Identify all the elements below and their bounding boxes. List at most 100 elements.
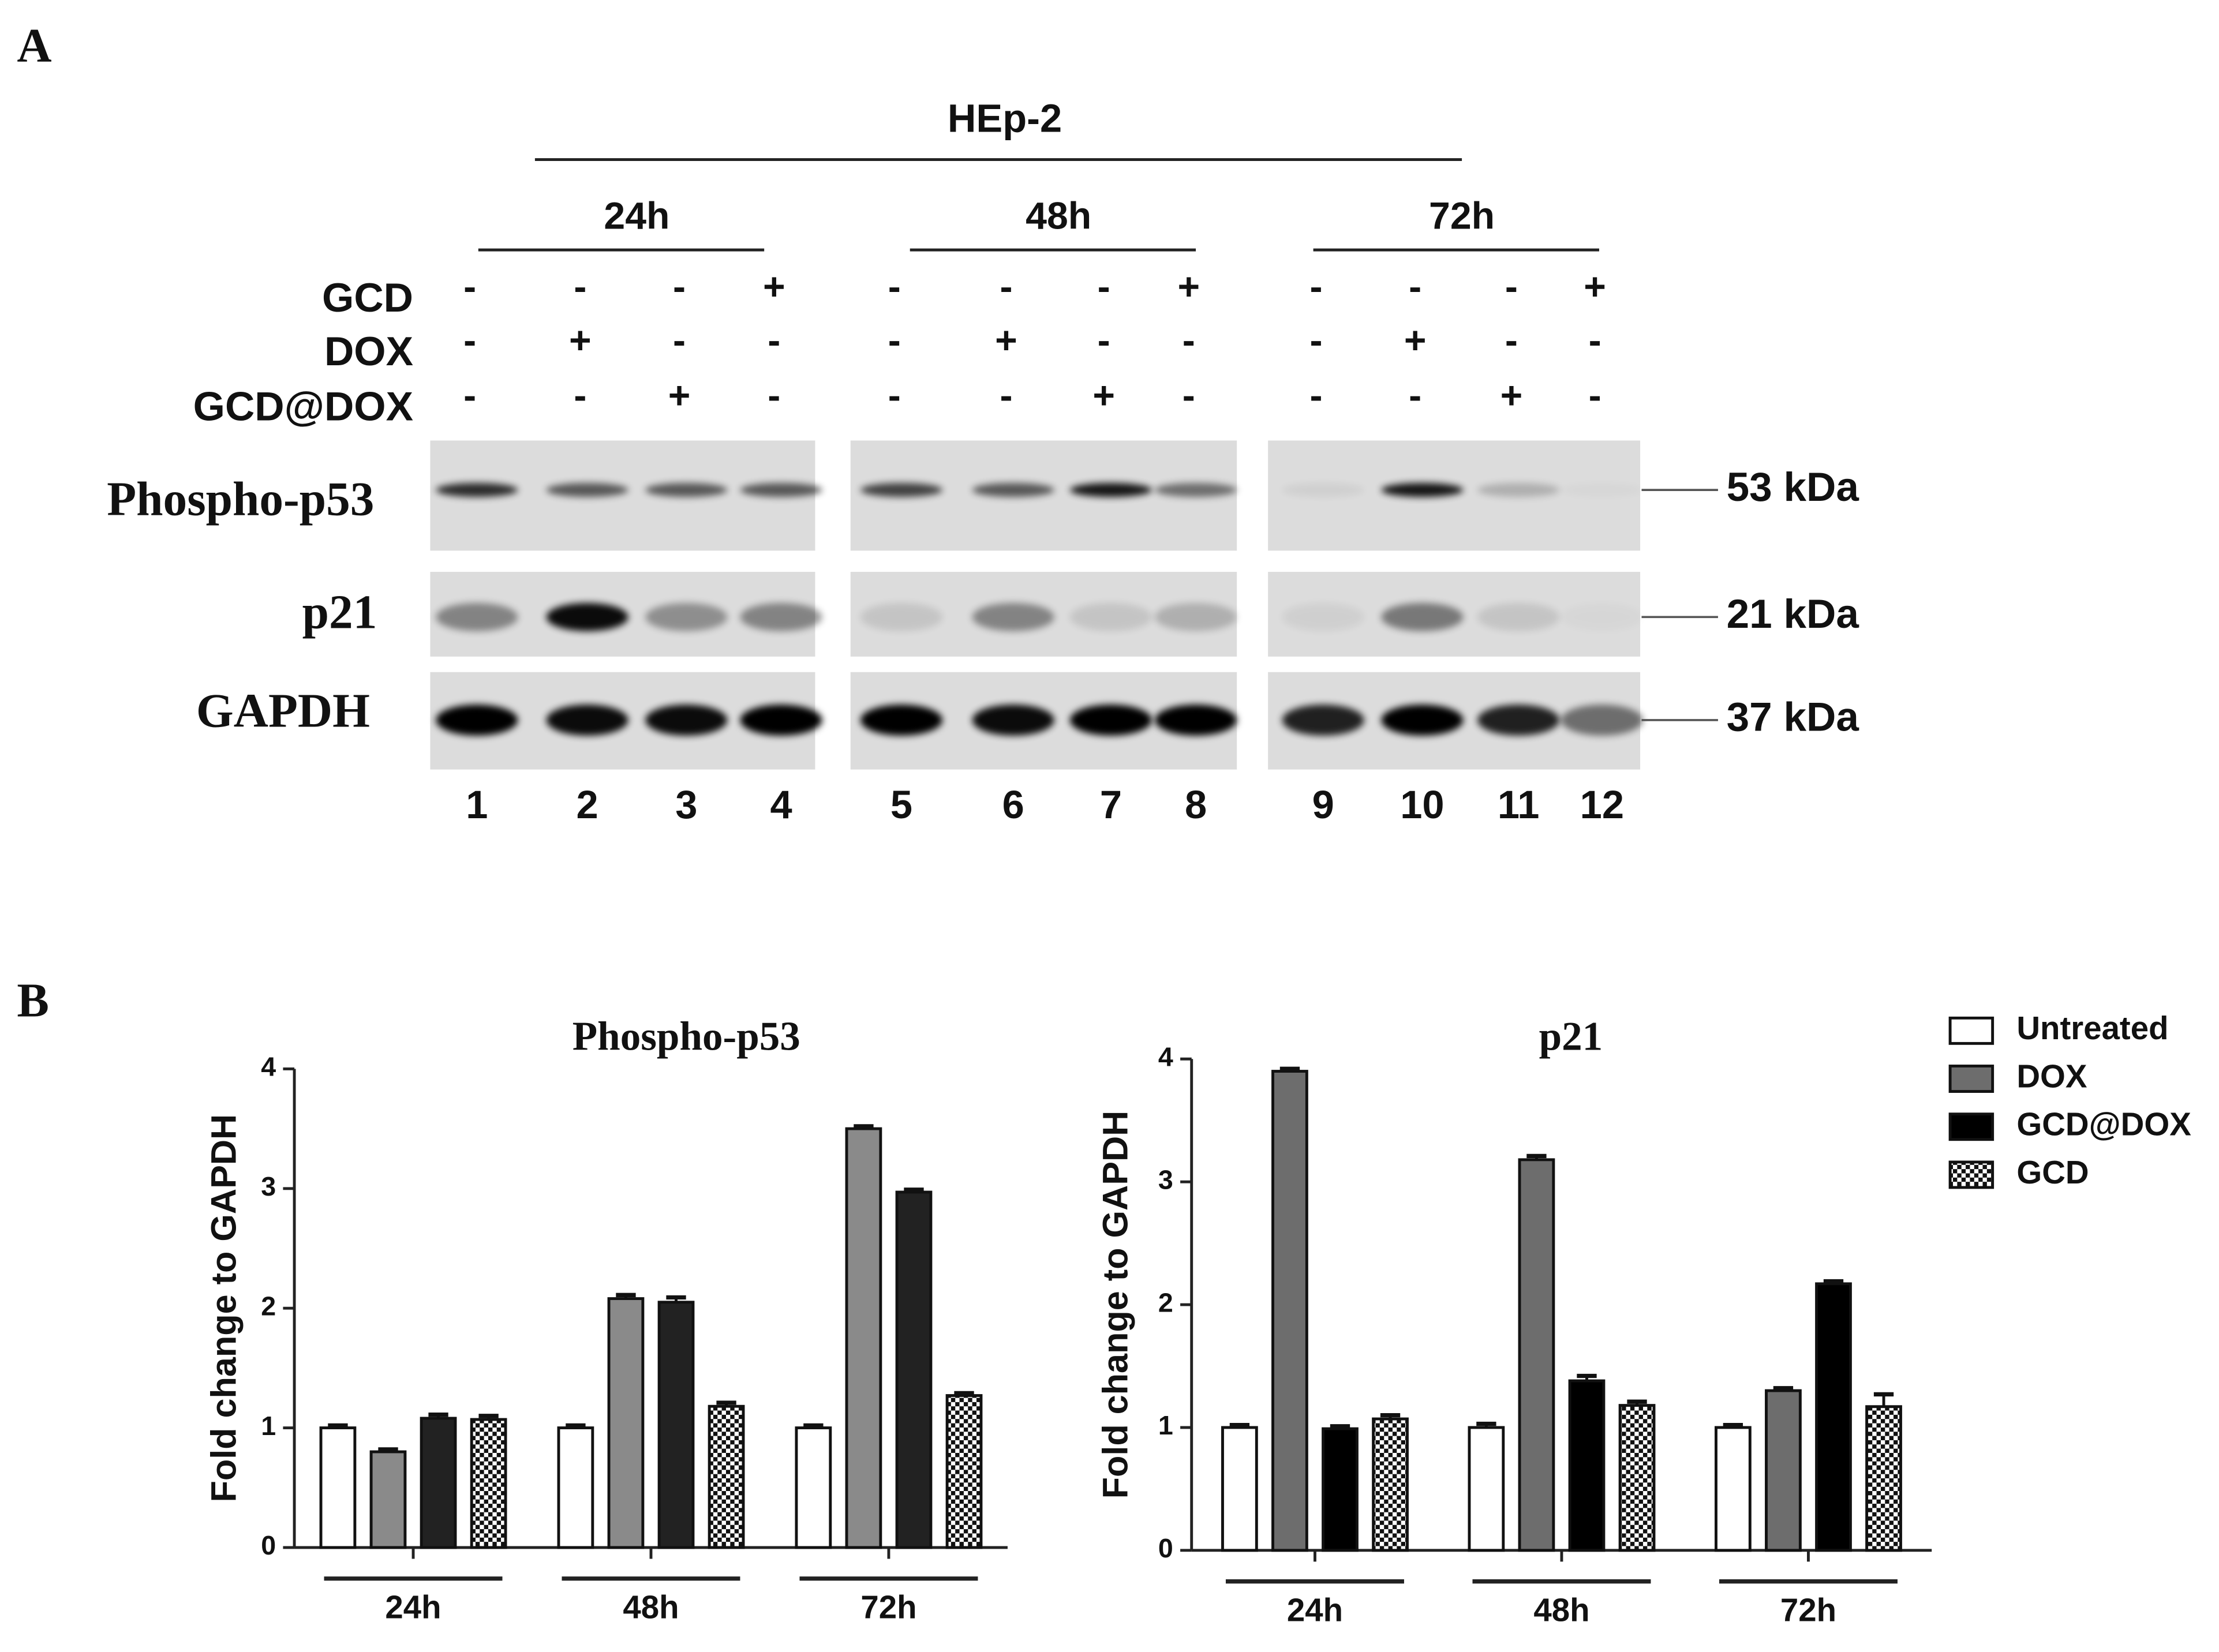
band xyxy=(1069,705,1152,736)
sign: - xyxy=(1309,374,1322,417)
treatment-label: GCD xyxy=(322,275,413,321)
y-tick-label: 0 xyxy=(1158,1533,1173,1563)
sign: - xyxy=(1409,265,1421,308)
marker-label: 37 kDa xyxy=(1727,695,1859,740)
bar xyxy=(1815,1282,1852,1552)
bar xyxy=(657,1301,695,1549)
band xyxy=(1381,705,1464,736)
lane-number: 1 xyxy=(466,782,488,827)
sign: - xyxy=(768,319,780,362)
bar xyxy=(557,1426,594,1549)
band xyxy=(972,602,1054,631)
sign: - xyxy=(1183,374,1195,417)
timepoint: 72h xyxy=(1429,195,1495,238)
y-axis-label: Fold change to GAPDH xyxy=(1095,1111,1135,1499)
sign: - xyxy=(1505,265,1518,308)
sign: + xyxy=(1177,265,1200,308)
sign: - xyxy=(1309,319,1322,362)
treatment-label: DOX xyxy=(324,329,413,374)
sign: - xyxy=(673,265,686,308)
bar xyxy=(895,1190,933,1549)
legend-label: GCD xyxy=(2016,1154,2089,1190)
legend-swatch xyxy=(1948,1065,1995,1093)
lane-number: 2 xyxy=(577,782,598,827)
lane-number: 5 xyxy=(890,782,912,827)
y-tick-label: 0 xyxy=(261,1530,276,1560)
sign: + xyxy=(668,374,691,417)
band xyxy=(740,602,822,631)
bar xyxy=(1271,1070,1308,1552)
marker-label: 53 kDa xyxy=(1727,464,1859,510)
band xyxy=(1381,602,1464,631)
lane-number: 3 xyxy=(675,782,697,827)
bar xyxy=(470,1418,507,1549)
panel-label: B xyxy=(17,974,49,1027)
bar xyxy=(1618,1404,1656,1552)
band xyxy=(1561,483,1643,497)
y-tick-label: 4 xyxy=(1158,1042,1173,1072)
sign: - xyxy=(888,319,901,362)
sign: + xyxy=(1404,319,1427,362)
band xyxy=(1477,482,1560,497)
sign: + xyxy=(1500,374,1523,417)
lane-number: 11 xyxy=(1498,782,1540,827)
bar xyxy=(1865,1405,1902,1552)
band xyxy=(1381,482,1464,497)
protein-label: p21 xyxy=(302,586,377,639)
bar xyxy=(945,1394,983,1549)
bar xyxy=(1372,1417,1409,1552)
band xyxy=(740,482,822,497)
band xyxy=(972,705,1054,736)
band xyxy=(546,482,628,497)
sign: - xyxy=(1000,265,1012,308)
legend-label: GCD@DOX xyxy=(2016,1106,2191,1142)
sign: - xyxy=(888,265,901,308)
sign: - xyxy=(1098,265,1110,308)
marker-label: 21 kDa xyxy=(1727,591,1859,637)
y-axis-label: Fold change to GAPDH xyxy=(204,1114,243,1503)
bar xyxy=(795,1426,832,1549)
protein-label: GAPDH xyxy=(196,685,370,738)
band xyxy=(1282,705,1364,736)
band xyxy=(645,482,728,497)
band xyxy=(1477,705,1560,736)
sign: - xyxy=(1505,319,1518,362)
bar xyxy=(420,1417,457,1549)
bar xyxy=(1221,1426,1258,1552)
treatment-label: GCD@DOX xyxy=(193,384,413,429)
band xyxy=(1561,705,1643,736)
band xyxy=(860,602,943,631)
band xyxy=(645,602,728,631)
sign: - xyxy=(463,265,476,308)
bar xyxy=(845,1127,882,1549)
chart-title: p21 xyxy=(1539,1014,1603,1059)
x-tick-label: 48h xyxy=(623,1589,679,1625)
bar xyxy=(1568,1379,1606,1552)
band xyxy=(436,482,518,497)
sign: + xyxy=(763,265,785,308)
bar xyxy=(369,1450,407,1549)
cell-line: HEp-2 xyxy=(948,96,1062,141)
sign: - xyxy=(463,374,476,417)
band xyxy=(436,602,518,631)
sign: - xyxy=(673,319,686,362)
bar xyxy=(319,1426,357,1549)
lane-number: 4 xyxy=(770,782,792,827)
band xyxy=(740,705,822,736)
band xyxy=(1561,603,1643,631)
y-tick-label: 3 xyxy=(1158,1164,1173,1194)
timepoint: 48h xyxy=(1026,195,1091,238)
x-tick-label: 72h xyxy=(1780,1591,1836,1628)
bar xyxy=(1765,1389,1802,1552)
sign: - xyxy=(1183,319,1195,362)
legend-swatch xyxy=(1948,1016,1995,1045)
band xyxy=(436,705,518,736)
band xyxy=(1154,482,1237,497)
sign: - xyxy=(1409,374,1421,417)
band xyxy=(860,482,943,497)
x-tick-label: 24h xyxy=(385,1589,441,1625)
sign: - xyxy=(574,265,586,308)
lane-number: 7 xyxy=(1100,782,1122,827)
